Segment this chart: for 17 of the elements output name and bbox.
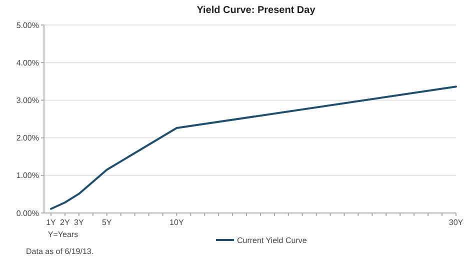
x-tick-label: 30Y	[448, 218, 464, 227]
y-tick-label: 3.00%	[16, 96, 39, 105]
x-tick-label: 1Y	[46, 218, 57, 227]
x-tick-label: 5Y	[102, 218, 112, 227]
y-tick-label: 5.00%	[16, 20, 39, 30]
x-tick-label: 10Y	[170, 218, 184, 227]
line-series	[50, 86, 457, 210]
y-tick-label: 0.00%	[16, 208, 39, 218]
x-tick-label: 3Y	[74, 218, 84, 227]
y-tick-label: 2.00%	[16, 134, 39, 143]
chart-title: Yield Curve: Present Day	[196, 5, 316, 16]
text: Data as of 6/19/13.	[26, 247, 94, 256]
x-tick-label: 2Y	[60, 218, 70, 227]
y-tick-label: 1.00%	[16, 171, 39, 180]
y-tick-label: 4.00%	[16, 58, 39, 68]
x-axis-title: Y=Years	[48, 230, 78, 239]
legend-label: Current Yield Curve	[237, 236, 308, 245]
